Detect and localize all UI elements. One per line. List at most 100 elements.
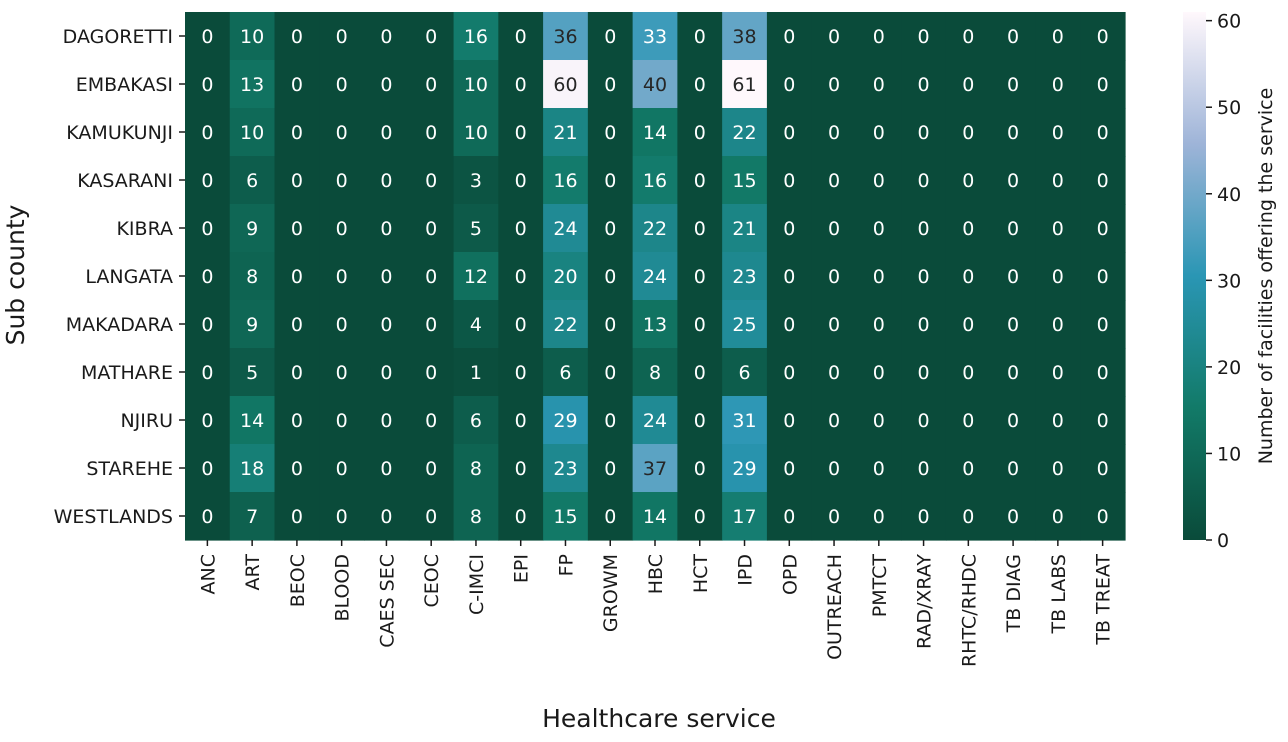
cell-value-label: 23 <box>553 458 577 480</box>
heatmap-cell <box>587 348 634 397</box>
heatmap-cell <box>229 156 276 205</box>
heatmap-cell <box>901 156 947 205</box>
y-tick-label: KIBRA <box>116 218 173 240</box>
heatmap-cell <box>229 492 276 541</box>
heatmap-cell <box>587 444 634 493</box>
cell-value-label: 0 <box>1097 314 1109 336</box>
heatmap-cell <box>185 348 231 397</box>
heatmap-cell <box>453 108 499 157</box>
heatmap-cell <box>319 108 365 157</box>
cell-value-label: 0 <box>425 266 437 288</box>
heatmap-cell <box>319 300 365 349</box>
cell-value-label: 0 <box>873 506 885 528</box>
cell-value-label: 0 <box>962 218 974 240</box>
cell-value-label: 0 <box>873 410 885 432</box>
cell-value-label: 0 <box>962 170 974 192</box>
heatmap-cell <box>274 204 320 253</box>
cell-value-label: 0 <box>873 266 885 288</box>
heatmap-cell <box>274 444 320 493</box>
cell-value-label: 0 <box>336 170 348 192</box>
x-axis-title: Healthcare service <box>542 704 776 733</box>
x-tick-label: RHTC/RHDC <box>958 554 980 667</box>
x-tick-label: BEOC <box>287 554 309 607</box>
heatmap-cell <box>901 108 947 157</box>
heatmap-cell <box>319 12 365 61</box>
cell-value-label: 0 <box>962 314 974 336</box>
cell-value-label: 10 <box>464 122 488 144</box>
heatmap-cell <box>990 204 1037 253</box>
heatmap-cell <box>543 108 589 157</box>
heatmap-cell <box>856 252 902 301</box>
cell-value-label: 0 <box>380 170 392 192</box>
cell-value-label: 0 <box>918 170 930 192</box>
heatmap-cell <box>990 492 1037 541</box>
cell-value-label: 0 <box>201 170 213 192</box>
cell-value-label: 60 <box>553 74 577 96</box>
heatmap-cell <box>990 300 1037 349</box>
heatmap-cell <box>856 204 902 253</box>
cell-value-label: 0 <box>694 362 706 384</box>
heatmap-cell <box>453 156 499 205</box>
heatmap-cell <box>229 396 276 445</box>
cell-value-label: 0 <box>201 266 213 288</box>
cell-value-label: 0 <box>783 74 795 96</box>
heatmap-cell <box>587 108 634 157</box>
y-tick-label: NJIRU <box>120 410 173 432</box>
cell-value-label: 0 <box>828 314 840 336</box>
cell-value-label: 0 <box>1097 410 1109 432</box>
heatmap-cell <box>408 156 455 205</box>
cell-value-label: 0 <box>515 74 527 96</box>
cell-value-label: 17 <box>732 506 756 528</box>
cell-value-label: 0 <box>425 170 437 192</box>
heatmap-cell <box>632 108 678 157</box>
cell-value-label: 0 <box>604 266 616 288</box>
cell-value-label: 0 <box>694 122 706 144</box>
cell-value-label: 10 <box>240 122 264 144</box>
cell-value-label: 0 <box>1097 458 1109 480</box>
colorbar-tick-label: 60 <box>1217 11 1241 33</box>
heatmap-cell <box>364 156 410 205</box>
heatmap-cell <box>498 12 544 61</box>
cell-value-label: 0 <box>783 458 795 480</box>
heatmap-cell <box>453 396 499 445</box>
cell-value-label: 0 <box>201 122 213 144</box>
cell-value-label: 0 <box>291 266 303 288</box>
heatmap-cell <box>677 300 723 349</box>
cell-value-label: 0 <box>515 170 527 192</box>
heatmap-cell <box>364 300 410 349</box>
cell-value-label: 0 <box>380 362 392 384</box>
cell-value-label: 0 <box>828 506 840 528</box>
heatmap-cell <box>901 252 947 301</box>
heatmap-cell <box>498 60 544 109</box>
heatmap-cell <box>811 156 858 205</box>
heatmap-cell <box>677 444 723 493</box>
cell-value-label: 0 <box>873 74 885 96</box>
cell-value-label: 0 <box>291 74 303 96</box>
heatmap-cell <box>632 60 678 109</box>
colorbar-tick-label: 30 <box>1217 270 1241 292</box>
cell-value-label: 33 <box>643 26 667 48</box>
cell-value-label: 0 <box>828 266 840 288</box>
cell-value-label: 16 <box>464 26 488 48</box>
heatmap-cell <box>990 348 1037 397</box>
cell-value-label: 0 <box>918 362 930 384</box>
cell-value-label: 0 <box>425 218 437 240</box>
cell-value-label: 6 <box>246 170 258 192</box>
cell-value-label: 0 <box>783 314 795 336</box>
heatmap-cell <box>811 252 858 301</box>
heatmap-cell <box>632 12 678 61</box>
cell-value-label: 6 <box>470 410 482 432</box>
heatmap-cell <box>498 348 544 397</box>
heatmap-cell <box>498 108 544 157</box>
cell-value-label: 0 <box>694 218 706 240</box>
cell-value-label: 0 <box>1007 26 1019 48</box>
cell-value-label: 0 <box>380 218 392 240</box>
heatmap-cell <box>319 252 365 301</box>
cell-value-label: 0 <box>828 410 840 432</box>
cell-value-label: 29 <box>732 458 756 480</box>
heatmap-cell <box>945 492 992 541</box>
x-tick-label: TB DIAG <box>1003 554 1025 633</box>
y-axis: DAGORETTI EMBAKASI KAMUKUNJI KASARANI KIBRA L… <box>54 26 185 528</box>
heatmap-cell <box>364 12 410 61</box>
